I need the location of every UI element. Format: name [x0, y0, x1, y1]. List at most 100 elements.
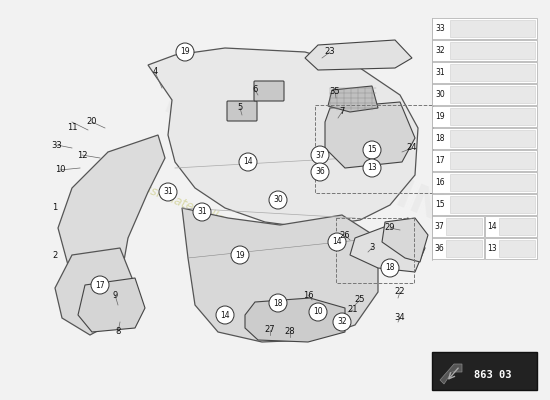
Polygon shape	[182, 208, 378, 342]
Circle shape	[269, 191, 287, 209]
Bar	[336, 218, 414, 283]
Bar	[450, 108, 535, 125]
Polygon shape	[440, 364, 462, 384]
Circle shape	[333, 313, 351, 331]
Text: 31: 31	[197, 208, 207, 216]
Text: 14: 14	[332, 238, 342, 246]
Text: 28: 28	[285, 328, 295, 336]
Polygon shape	[328, 86, 378, 112]
Text: 26: 26	[340, 230, 350, 240]
Text: 18: 18	[385, 264, 395, 272]
Bar	[432, 128, 537, 149]
Polygon shape	[58, 135, 165, 280]
Text: 15: 15	[367, 146, 377, 154]
Circle shape	[309, 303, 327, 321]
Bar	[432, 216, 484, 237]
Text: 37: 37	[315, 150, 325, 160]
Bar	[446, 240, 482, 257]
Polygon shape	[305, 40, 412, 70]
Text: 18: 18	[273, 298, 283, 308]
Text: 30: 30	[273, 196, 283, 204]
Text: 5: 5	[238, 104, 243, 112]
Bar	[499, 218, 535, 235]
Text: 19: 19	[235, 250, 245, 260]
Circle shape	[328, 233, 346, 251]
Text: 14: 14	[243, 158, 253, 166]
Text: 1: 1	[52, 204, 58, 212]
Text: 37: 37	[434, 222, 444, 231]
Text: 8: 8	[116, 328, 120, 336]
Bar	[432, 18, 537, 39]
Text: 12: 12	[77, 150, 87, 160]
Text: 13: 13	[367, 164, 377, 172]
Bar	[450, 20, 535, 37]
Circle shape	[176, 43, 194, 61]
Bar	[485, 238, 537, 259]
Text: 16: 16	[302, 290, 313, 300]
Polygon shape	[78, 278, 145, 332]
Text: 11: 11	[67, 124, 77, 132]
Circle shape	[216, 306, 234, 324]
Text: 25: 25	[355, 296, 365, 304]
Bar	[432, 150, 537, 171]
Text: 9: 9	[112, 290, 118, 300]
Text: 31: 31	[163, 188, 173, 196]
Text: 33: 33	[435, 24, 445, 33]
Bar	[432, 40, 537, 61]
Text: 30: 30	[435, 90, 445, 99]
Text: 10: 10	[313, 308, 323, 316]
Bar	[450, 152, 535, 169]
Bar	[450, 64, 535, 81]
Text: 6: 6	[252, 86, 258, 94]
Text: 3: 3	[369, 244, 375, 252]
Circle shape	[363, 141, 381, 159]
Text: 863 03: 863 03	[474, 370, 512, 380]
Bar	[450, 130, 535, 147]
Text: 2: 2	[52, 250, 58, 260]
Circle shape	[311, 163, 329, 181]
Text: 17: 17	[95, 280, 105, 290]
Bar	[432, 84, 537, 105]
Bar	[450, 42, 535, 59]
Text: 7: 7	[339, 108, 345, 116]
Text: 19: 19	[180, 48, 190, 56]
Text: 18: 18	[435, 134, 445, 143]
Text: 14: 14	[487, 222, 497, 231]
Bar	[450, 86, 535, 103]
Circle shape	[91, 276, 109, 294]
Text: 27: 27	[265, 326, 276, 334]
Text: a passionate collector since: a passionate collector since	[117, 172, 283, 248]
Circle shape	[363, 159, 381, 177]
Polygon shape	[350, 218, 425, 272]
Text: 16: 16	[435, 178, 445, 187]
Bar	[499, 240, 535, 257]
Circle shape	[231, 246, 249, 264]
Text: 35: 35	[329, 88, 340, 96]
FancyBboxPatch shape	[254, 81, 284, 101]
Bar	[485, 216, 537, 237]
Circle shape	[311, 146, 329, 164]
Circle shape	[381, 259, 399, 277]
Bar	[432, 352, 537, 390]
Bar	[432, 172, 537, 193]
Text: 36: 36	[434, 244, 444, 253]
Circle shape	[193, 203, 211, 221]
Text: 22: 22	[395, 288, 405, 296]
Bar	[432, 106, 537, 127]
Text: 36: 36	[315, 168, 325, 176]
Text: 23: 23	[324, 48, 336, 56]
Bar	[432, 194, 537, 215]
Bar	[450, 174, 535, 191]
Text: 17: 17	[435, 156, 445, 165]
Polygon shape	[325, 102, 415, 168]
Circle shape	[269, 294, 287, 312]
Text: 15: 15	[435, 200, 445, 209]
Circle shape	[159, 183, 177, 201]
Text: 33: 33	[52, 140, 62, 150]
Bar	[315, 105, 433, 193]
Text: 4: 4	[152, 68, 158, 76]
Text: 1985: 1985	[248, 173, 282, 197]
Bar	[432, 62, 537, 83]
FancyBboxPatch shape	[227, 101, 257, 121]
Text: 20: 20	[87, 118, 97, 126]
